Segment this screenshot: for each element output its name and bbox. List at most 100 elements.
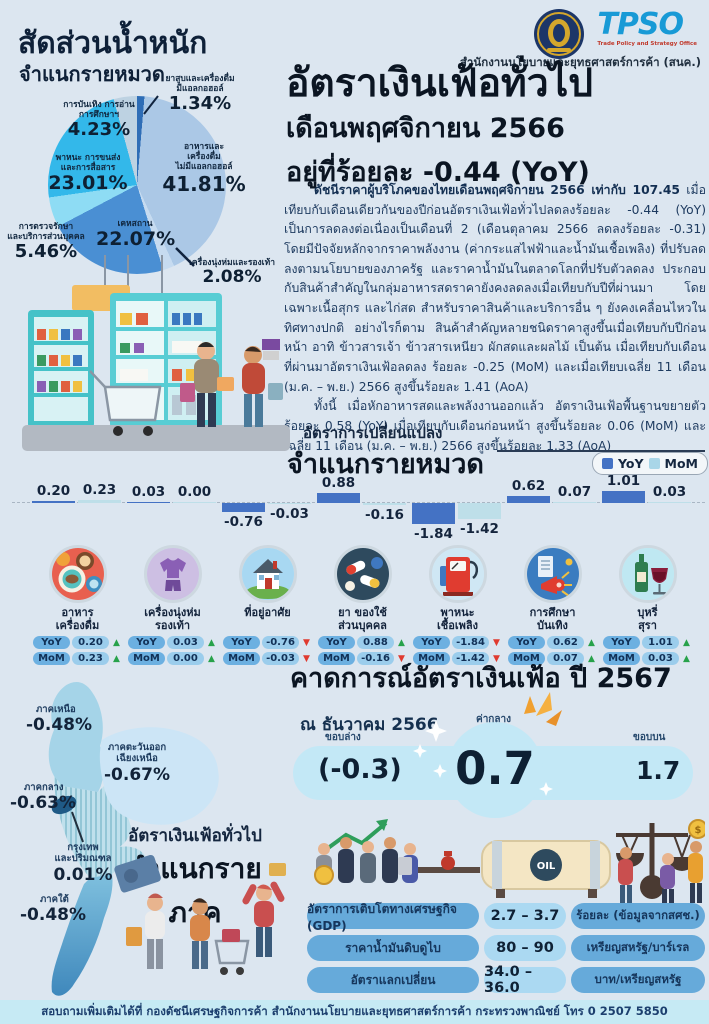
bar-value: -0.16 bbox=[365, 506, 404, 523]
yoy-key: YoY bbox=[318, 636, 355, 649]
category-change-table: YoY 0.88 ▲ MoM -0.16 ▼ bbox=[318, 636, 407, 665]
mom-swatch-icon bbox=[648, 458, 660, 469]
arrow-up-icon: ▲ bbox=[113, 653, 120, 664]
upper-bound-value: 1.7 bbox=[636, 756, 681, 785]
yoy-value: 1.01 bbox=[642, 636, 679, 649]
yoy-bar bbox=[507, 495, 550, 503]
center-value: 0.7 bbox=[455, 742, 535, 795]
footer-text: สอบถามเพิ่มเติมได้ที่ กองดัชนีเศรษฐกิจกา… bbox=[41, 1004, 668, 1018]
category-label: ที่อยู่อาศัย bbox=[244, 606, 291, 619]
category-card-4: พาหนะ เชื้อเพลิง YoY -1.84 ▼ MoM -1.42 ▼ bbox=[410, 545, 505, 665]
arrow-down-icon: ▼ bbox=[493, 653, 500, 664]
bar-value: 0.62 bbox=[511, 477, 546, 494]
bar-value: 0.20 bbox=[36, 482, 71, 499]
forecast-center-circle bbox=[447, 722, 543, 818]
yoy-value: 0.62 bbox=[547, 636, 584, 649]
mom-key: MoM bbox=[603, 652, 640, 665]
mom-value: 0.03 bbox=[642, 652, 679, 665]
mom-bar bbox=[553, 502, 596, 503]
category-change-table: YoY 0.62 ▲ MoM 0.07 ▲ bbox=[508, 636, 597, 665]
headline-block: อัตราเงินเฟ้อทั่วไป เดือนพฤศจิกายน 2566 … bbox=[286, 63, 706, 193]
bar-value: 0.03 bbox=[131, 484, 166, 500]
category-label: พาหนะ เชื้อเพลิง bbox=[437, 606, 478, 632]
bar-value: 0.07 bbox=[557, 484, 592, 500]
yoy-row: YoY 0.03 ▲ bbox=[128, 636, 217, 649]
change-section-header: อัตราการเปลี่ยนแปลง จำแนกรายหมวด bbox=[287, 421, 484, 485]
tpso-wordmark: TPSO bbox=[597, 7, 684, 42]
yoy-value: -0.76 bbox=[262, 636, 299, 649]
shopper-2 bbox=[242, 339, 283, 427]
chart-legend: YoY MoM bbox=[592, 452, 708, 475]
bar-value: 0.23 bbox=[82, 482, 117, 499]
personal-care-icon bbox=[333, 545, 392, 603]
lower-bound-value: (-0.3) bbox=[318, 754, 402, 785]
mom-value: 0.07 bbox=[547, 652, 584, 665]
region-north bbox=[48, 682, 104, 792]
yoy-bar bbox=[317, 492, 360, 503]
yoy-bar bbox=[412, 503, 455, 525]
category-card-2: ที่อยู่อาศัย YoY -0.76 ▼ MoM -0.03 ▼ bbox=[220, 545, 315, 665]
ministry-emblem-icon bbox=[534, 9, 584, 59]
category-label: การศึกษา บันเทิง bbox=[529, 606, 576, 632]
supermarket-illustration bbox=[22, 255, 290, 451]
yoy-key: YoY bbox=[33, 636, 70, 649]
mom-bar bbox=[173, 502, 216, 503]
mom-bar bbox=[268, 503, 311, 504]
yoy-value: 0.03 bbox=[167, 636, 204, 649]
pie-title: สัดส่วนน้ำหนัก bbox=[18, 26, 208, 61]
mom-key: MoM bbox=[318, 652, 355, 665]
legend-yoy-label: YoY bbox=[617, 456, 644, 471]
pie-slice-label-recreation: การบันเทิง การอ่าน การศึกษาฯ 4.23% bbox=[63, 100, 135, 141]
pie-slice-label-medical: การตรวจรักษา และบริการส่วนบุคคล 5.46% bbox=[7, 222, 85, 263]
transport-fuel-icon bbox=[428, 545, 487, 603]
tpso-logo: TPSO Trade Policy and Strategy Office bbox=[597, 7, 697, 48]
mom-key: MoM bbox=[128, 652, 165, 665]
mom-row: MoM 0.23 ▲ bbox=[33, 652, 122, 665]
weight-share-section: สัดส่วนน้ำหนัก จำแนกรายหมวด ยาสูบและเครื… bbox=[0, 16, 290, 326]
bar-group-1: 0.03 0.00 bbox=[125, 452, 220, 552]
thailand-map bbox=[48, 682, 219, 996]
bar-value: 0.88 bbox=[321, 474, 356, 491]
tpso-tagline: Trade Policy and Strategy Office bbox=[597, 41, 697, 47]
arrow-down-icon: ▼ bbox=[493, 637, 500, 648]
header-divider-line bbox=[497, 450, 705, 452]
yoy-row: YoY 0.20 ▲ bbox=[33, 636, 122, 649]
mom-value: -1.42 bbox=[452, 652, 489, 665]
mom-key: MoM bbox=[508, 652, 545, 665]
yoy-key: YoY bbox=[223, 636, 260, 649]
lower-bound-label: ขอบล่าง bbox=[325, 732, 361, 743]
region-bangkok bbox=[51, 795, 77, 815]
rate-line: อยู่ที่ร้อยละ -0.44 (YoY) bbox=[286, 156, 590, 188]
yoy-row: YoY -1.84 ▼ bbox=[413, 636, 502, 649]
category-label: อาหาร เครื่องดื่ม bbox=[55, 606, 100, 632]
organization-name: สำนักงานนโยบายและยุทธศาสตร์การค้า (สนค.) bbox=[459, 55, 701, 69]
month-line: เดือนพฤศจิกายน 2566 bbox=[286, 112, 565, 144]
yoy-value: 0.88 bbox=[357, 636, 394, 649]
legend-mom-label: MoM bbox=[664, 456, 698, 471]
arrow-up-icon: ▲ bbox=[588, 653, 595, 664]
regional-map-section: ภาคเหนือ -0.48% ภาคตะวันออก เฉียงเหนือ -… bbox=[0, 658, 292, 1004]
category-change-table: YoY 0.03 ▲ MoM 0.00 ▲ bbox=[128, 636, 217, 665]
yoy-value: 0.20 bbox=[72, 636, 109, 649]
region-northeast bbox=[99, 727, 219, 825]
bar-value: 1.01 bbox=[606, 473, 641, 490]
bar-value: -0.03 bbox=[270, 506, 309, 522]
category-label: บุหรี่ สุรา bbox=[637, 606, 658, 632]
pie-slice-label-food: อาหารและ เครื่องดื่ม ไม่มีแอลกอฮอล์ 41.8… bbox=[162, 142, 246, 196]
pie-slice-label-housing: เคหสถาน 22.07% bbox=[96, 219, 176, 251]
bar-value: 0.03 bbox=[652, 484, 687, 500]
weight-pie-chart bbox=[48, 96, 226, 274]
bar-group-5: 0.62 0.07 bbox=[505, 452, 600, 552]
yoy-row: YoY 0.62 ▲ bbox=[508, 636, 597, 649]
assumption-label: อัตราแลกเปลี่ยน bbox=[307, 967, 479, 993]
people-with-money: $ bbox=[618, 819, 705, 903]
category-card-6: บุหรี่ สุรา YoY 1.01 ▲ MoM 0.03 ▲ bbox=[600, 545, 695, 665]
mom-value: 0.00 bbox=[167, 652, 204, 665]
assumption-unit: ร้อยละ (ข้อมูลจากสศช.) bbox=[571, 903, 705, 929]
region-south bbox=[51, 874, 113, 996]
pie-slice-label-transport: พาหนะ การขนส่ง และการสื่อสาร 23.01% bbox=[48, 153, 128, 195]
assumption-unit: บาท/เหรียญสหรัฐ bbox=[571, 967, 705, 993]
arrow-down-icon: ▼ bbox=[303, 653, 310, 664]
economy-assumptions-illustration: OIL $ bbox=[314, 819, 705, 903]
region-label-central: ภาคกลาง -0.63% bbox=[10, 782, 77, 814]
